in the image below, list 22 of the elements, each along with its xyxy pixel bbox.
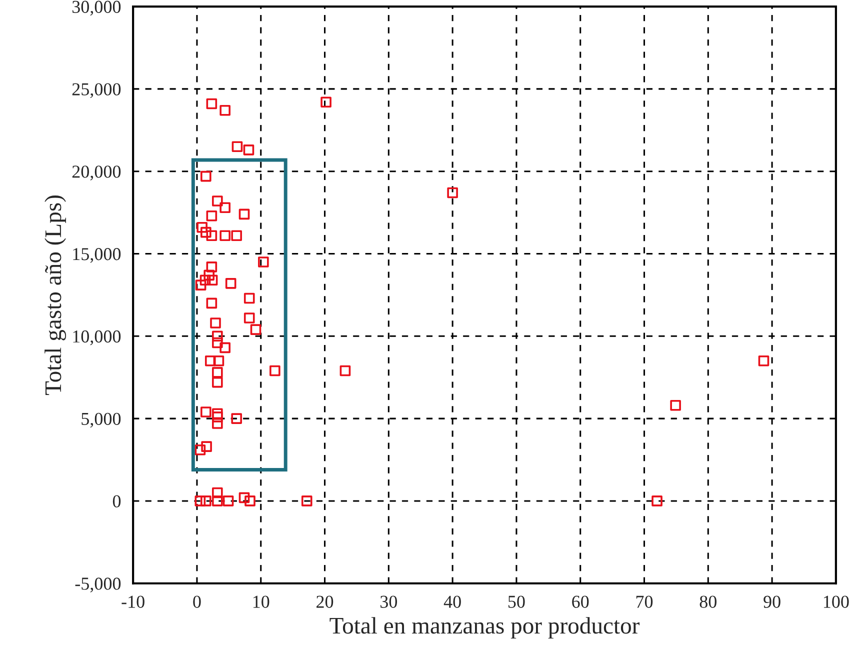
y-tick-label: 25,000 <box>72 83 121 98</box>
x-tick-label: 10 <box>253 596 270 608</box>
x-tick-label: 60 <box>572 596 589 608</box>
x-tick-label: 0 <box>193 596 201 608</box>
y-tick-label: 0 <box>112 495 121 508</box>
y-tick-label: 15,000 <box>73 248 121 263</box>
x-tick-label: 30 <box>380 596 397 608</box>
x-tick-label: 50 <box>508 596 525 608</box>
x-tick-label: -10 <box>122 596 144 608</box>
y-tick-label: 30,000 <box>72 0 121 16</box>
x-tick-label: 100 <box>824 596 849 608</box>
y-tick-label: 20,000 <box>72 166 121 180</box>
y-tick-label: 5,000 <box>82 412 121 428</box>
x-axis-title: Total en manzanas por productor <box>330 617 640 639</box>
x-tick-label: 80 <box>700 596 716 608</box>
y-tick-label: 10,000 <box>73 330 121 346</box>
x-tick-label: 90 <box>764 596 780 608</box>
y-axis-title: Total gasto año (Lps) <box>44 196 66 396</box>
y-tick-label: -5,000 <box>75 578 121 592</box>
x-tick-label: 20 <box>316 596 334 608</box>
x-tick-label: 70 <box>636 596 653 608</box>
x-tick-label: 40 <box>444 596 461 608</box>
